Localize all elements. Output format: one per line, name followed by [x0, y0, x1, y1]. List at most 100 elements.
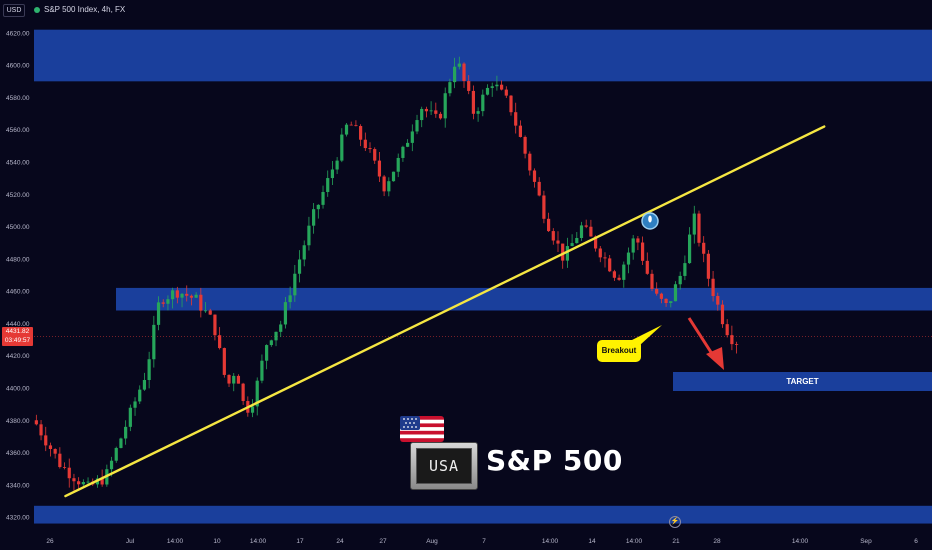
candle-body — [44, 435, 48, 446]
candle-body — [429, 110, 433, 112]
candle-body — [293, 273, 297, 296]
candle-body — [354, 125, 358, 127]
candle-body — [537, 181, 541, 196]
candle-body — [692, 213, 696, 235]
candle-body — [288, 295, 292, 303]
support-resistance-zone — [34, 29, 932, 82]
candle-body — [185, 293, 189, 296]
candle-body — [467, 81, 471, 91]
candle-body — [260, 360, 264, 381]
x-tick-label: 14:00 — [792, 538, 809, 545]
candle-body — [514, 112, 518, 126]
candle-body — [702, 242, 706, 254]
y-tick-label: 4400.00 — [6, 385, 30, 392]
usa-flag-icon — [400, 416, 444, 442]
candle-body — [199, 294, 203, 311]
candle-body — [156, 302, 161, 325]
candle-body — [443, 93, 447, 119]
candle-body — [401, 146, 405, 158]
flash-icon[interactable]: ⚡ — [669, 516, 681, 528]
candle-body — [598, 248, 602, 258]
candle-body — [659, 293, 663, 299]
candle-body — [213, 314, 217, 336]
candle-body — [485, 87, 490, 95]
candle-body — [655, 288, 659, 294]
candle-body — [114, 447, 118, 461]
chart-header: USD S&P 500 Index, 4h, FX — [0, 0, 932, 20]
candle-body — [161, 302, 165, 304]
x-tick-label: 14:00 — [542, 538, 559, 545]
candle-body — [152, 324, 156, 360]
trendline — [64, 125, 826, 498]
currency-label[interactable]: USD — [3, 4, 25, 17]
candle-body — [546, 218, 551, 232]
candle-body — [363, 139, 367, 149]
candle-body — [335, 160, 339, 170]
candle-body — [232, 375, 236, 384]
candle-body — [227, 374, 231, 384]
y-tick-label: 4560.00 — [6, 127, 30, 134]
breakout-callout: Breakout — [597, 340, 641, 362]
x-tick-label: 26 — [46, 538, 54, 545]
candle-body — [138, 389, 142, 402]
candle-body — [631, 238, 635, 253]
x-tick-label: Sep — [860, 538, 872, 545]
candle-body — [730, 335, 734, 345]
candle-body — [697, 213, 701, 243]
candle-body — [490, 86, 494, 88]
candle-body — [561, 243, 565, 261]
candle-body — [509, 95, 513, 113]
candle-body — [171, 290, 175, 300]
usa-badge-text: USA — [416, 448, 472, 484]
candle-body — [387, 181, 391, 192]
candle-body — [312, 209, 316, 226]
candle-body — [241, 383, 245, 402]
candle-body — [142, 380, 147, 390]
candle-body — [255, 380, 259, 407]
candle-body — [279, 324, 283, 332]
breakout-marker-dot — [648, 215, 652, 223]
candle-body — [626, 252, 631, 265]
x-tick-label: 28 — [713, 538, 721, 545]
candle-body — [687, 234, 692, 264]
candle-body — [377, 160, 382, 177]
candle-body — [589, 226, 593, 237]
candle-body — [532, 170, 537, 182]
x-tick-label: 21 — [672, 538, 680, 545]
candle-body — [720, 304, 725, 325]
candle-body — [297, 259, 302, 274]
candle-body — [349, 124, 353, 126]
candle-body — [593, 236, 598, 249]
candle-body — [330, 169, 335, 179]
candle-body — [500, 84, 504, 90]
candle-body — [608, 258, 612, 272]
candle-body — [359, 126, 363, 140]
candle-body — [523, 136, 527, 154]
x-tick-label: 14:00 — [250, 538, 267, 545]
candle-body — [650, 273, 654, 289]
candle-body — [72, 478, 76, 482]
candle-body — [683, 263, 687, 276]
candle-body — [603, 257, 607, 259]
candle-body — [716, 295, 720, 305]
candle-body — [180, 293, 184, 298]
candle-body — [565, 246, 569, 261]
y-tick-label: 4600.00 — [6, 63, 30, 70]
x-tick-label: 27 — [379, 538, 387, 545]
candle-body — [556, 240, 560, 244]
candle-body — [551, 231, 555, 241]
candle-body — [340, 134, 344, 161]
x-tick-label: 10 — [213, 538, 221, 545]
current-price-tag: 4431.82 03:49:57 — [2, 327, 33, 346]
candle-body — [236, 375, 241, 384]
candle-body — [321, 191, 325, 205]
candle-body — [457, 63, 461, 67]
candle-body — [222, 348, 226, 375]
x-tick-label: 6 — [914, 538, 918, 545]
candle-body — [48, 445, 53, 449]
candle-body — [396, 157, 400, 172]
candle-body — [434, 110, 438, 114]
candle-body — [471, 90, 476, 114]
candle-body — [673, 284, 678, 302]
candle-body — [424, 108, 429, 112]
